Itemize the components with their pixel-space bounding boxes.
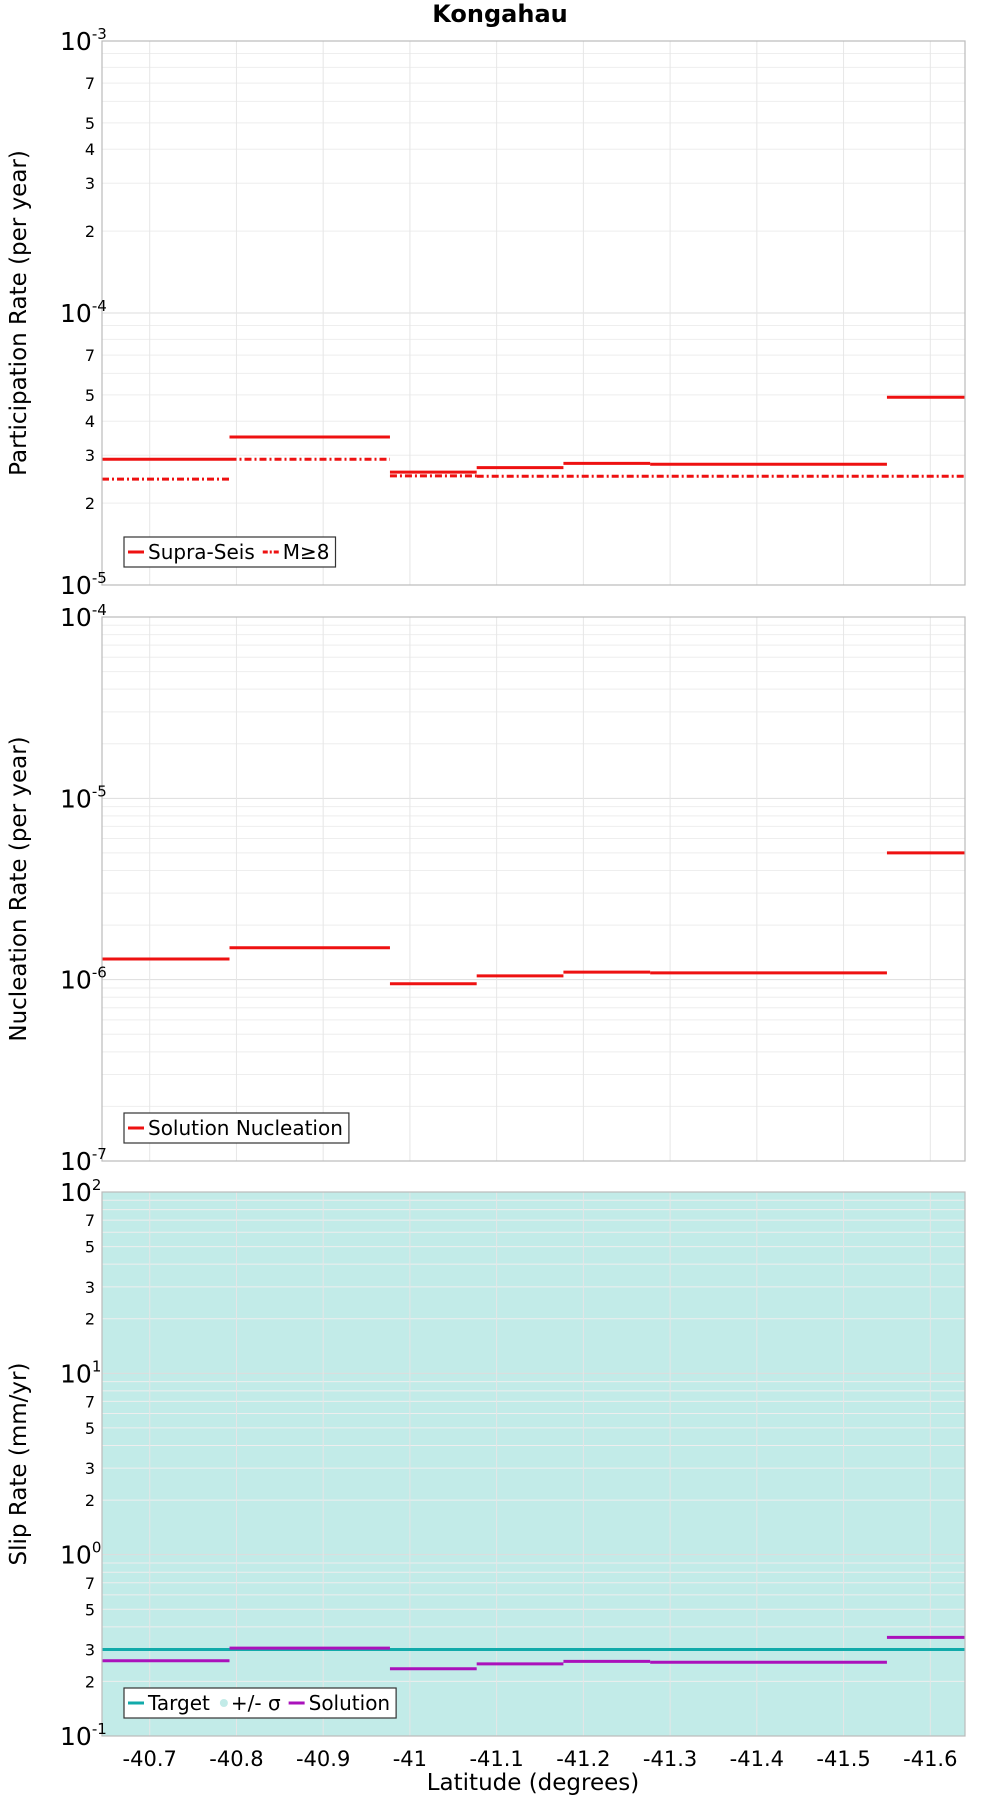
y-tick-label: 101 xyxy=(60,1357,101,1388)
plot-frame xyxy=(101,1191,966,1737)
x-tick-label: -41.6 xyxy=(903,1747,957,1771)
y-axis-label: Slip Rate (mm/yr) xyxy=(6,1363,32,1566)
x-axis-label: Latitude (degrees) xyxy=(427,1770,640,1796)
y-minor-tick-label: 3 xyxy=(85,1278,95,1297)
legend-label: Target xyxy=(147,1691,210,1715)
horizontal-grid xyxy=(102,624,965,1107)
x-tick-label: -41.3 xyxy=(643,1747,697,1771)
plot-frame xyxy=(101,40,966,586)
y-tick-label: 10-5 xyxy=(60,569,107,600)
x-tick-label: -40.9 xyxy=(296,1747,350,1771)
y-minor-tick-label: 5 xyxy=(85,1238,95,1257)
legend-box xyxy=(123,1687,397,1719)
y-minor-tick-label: 2 xyxy=(85,1310,95,1329)
series-supra-seis xyxy=(102,395,965,474)
y-minor-tick-label: 3 xyxy=(85,1640,95,1659)
vertical-grid xyxy=(149,1192,931,1736)
y-tick-label: 10-6 xyxy=(60,964,107,995)
y-tick-label: 10-5 xyxy=(60,782,107,813)
y-minor-tick-label: 7 xyxy=(85,1211,95,1230)
plot-frame xyxy=(101,616,966,1162)
y-minor-tick-label: 4 xyxy=(85,412,95,431)
legend-label: +/- σ xyxy=(231,1691,281,1715)
y-minor-tick-label: 7 xyxy=(85,346,95,365)
y-axis-label: Nucleation Rate (per year) xyxy=(6,736,32,1041)
y-minor-tick-label: 2 xyxy=(85,222,95,241)
legend-swatch xyxy=(219,1699,228,1707)
x-tick-label: -41.5 xyxy=(816,1747,870,1771)
y-tick-labels: 10-1 100 101 102 2 3 5 7 2 3 5 7 2 3 5 7 xyxy=(60,1176,107,1751)
y-minor-tick-label: 2 xyxy=(85,494,95,513)
y-minor-tick-label: 3 xyxy=(85,1459,95,1478)
legend-box xyxy=(123,536,337,568)
y-minor-tick-label: 5 xyxy=(85,1600,95,1619)
legend-label: Supra-Seis xyxy=(148,540,255,564)
y-tick-label: 10-7 xyxy=(60,1145,107,1176)
sigma-band xyxy=(102,1192,965,1736)
y-minor-tick-label: 7 xyxy=(85,1574,95,1593)
y-minor-tick-label: 5 xyxy=(85,1419,95,1438)
x-axis: -40.7 -40.8 -40.9 -41 -41.1 -41.2 -41.3 -41.4 -4… xyxy=(123,1747,958,1771)
legend-label: Solution Nucleation xyxy=(148,1116,343,1140)
y-minor-tick-label: 3 xyxy=(85,174,95,193)
vertical-grid xyxy=(149,41,931,585)
series-solution-nucleation xyxy=(102,851,965,986)
chart-title: Kongahau xyxy=(432,0,568,28)
y-tick-label: 10-4 xyxy=(60,297,107,328)
y-minor-tick-label: 2 xyxy=(85,1491,95,1510)
panel-3: 10-1 100 101 102 2 3 5 7 2 3 5 7 2 3 5 7 Slip Rate (mm/y… xyxy=(6,1176,966,1751)
y-minor-tick-label: 3 xyxy=(85,446,95,465)
y-tick-label: 10-1 xyxy=(60,1720,107,1751)
y-minor-tick-label: 4 xyxy=(85,140,95,159)
x-tick-label: -40.7 xyxy=(123,1747,177,1771)
y-tick-labels: 10-7 10-6 10-5 10-4 xyxy=(60,601,107,1176)
x-tick-label: -41.2 xyxy=(556,1747,610,1771)
legend-box xyxy=(123,1112,350,1144)
legend: Supra-Seis M≥8 xyxy=(123,536,337,568)
x-tick-label: -41.4 xyxy=(730,1747,784,1771)
y-minor-tick-label: 7 xyxy=(85,1392,95,1411)
horizontal-grid xyxy=(102,52,965,504)
plot-background xyxy=(102,617,965,1161)
y-tick-label: 102 xyxy=(60,1176,101,1207)
x-tick-label: -41.1 xyxy=(469,1747,523,1771)
legend: Solution Nucleation xyxy=(123,1112,350,1144)
y-tick-label: 10-4 xyxy=(60,601,107,632)
legend-label: M≥8 xyxy=(283,540,330,564)
y-axis-label: Participation Rate (per year) xyxy=(6,150,32,476)
y-tick-label: 100 xyxy=(60,1539,101,1570)
vertical-grid xyxy=(149,617,931,1161)
y-minor-tick-label: 2 xyxy=(85,1672,95,1691)
panel-1: 10-5 10-4 10-3 2 3 4 5 7 2 3 4 5 7 Participation Rate… xyxy=(6,25,966,600)
legend: Target +/- σ Solution xyxy=(123,1687,397,1719)
x-tick-label: -40.8 xyxy=(209,1747,263,1771)
x-tick-label: -41 xyxy=(393,1747,427,1771)
y-minor-tick-label: 5 xyxy=(85,386,95,405)
legend-label: Solution xyxy=(309,1691,390,1715)
y-tick-label: 10-3 xyxy=(60,25,107,56)
panel-2: 10-7 10-6 10-5 10-4 Nucleation Rate (per yea… xyxy=(6,601,966,1176)
y-minor-tick-label: 7 xyxy=(85,74,95,93)
series-solution xyxy=(102,1635,965,1671)
series-m-8 xyxy=(102,457,965,481)
y-minor-tick-label: 5 xyxy=(85,114,95,133)
y-tick-labels: 10-5 10-4 10-3 2 3 4 5 7 2 3 4 5 7 xyxy=(60,25,107,600)
